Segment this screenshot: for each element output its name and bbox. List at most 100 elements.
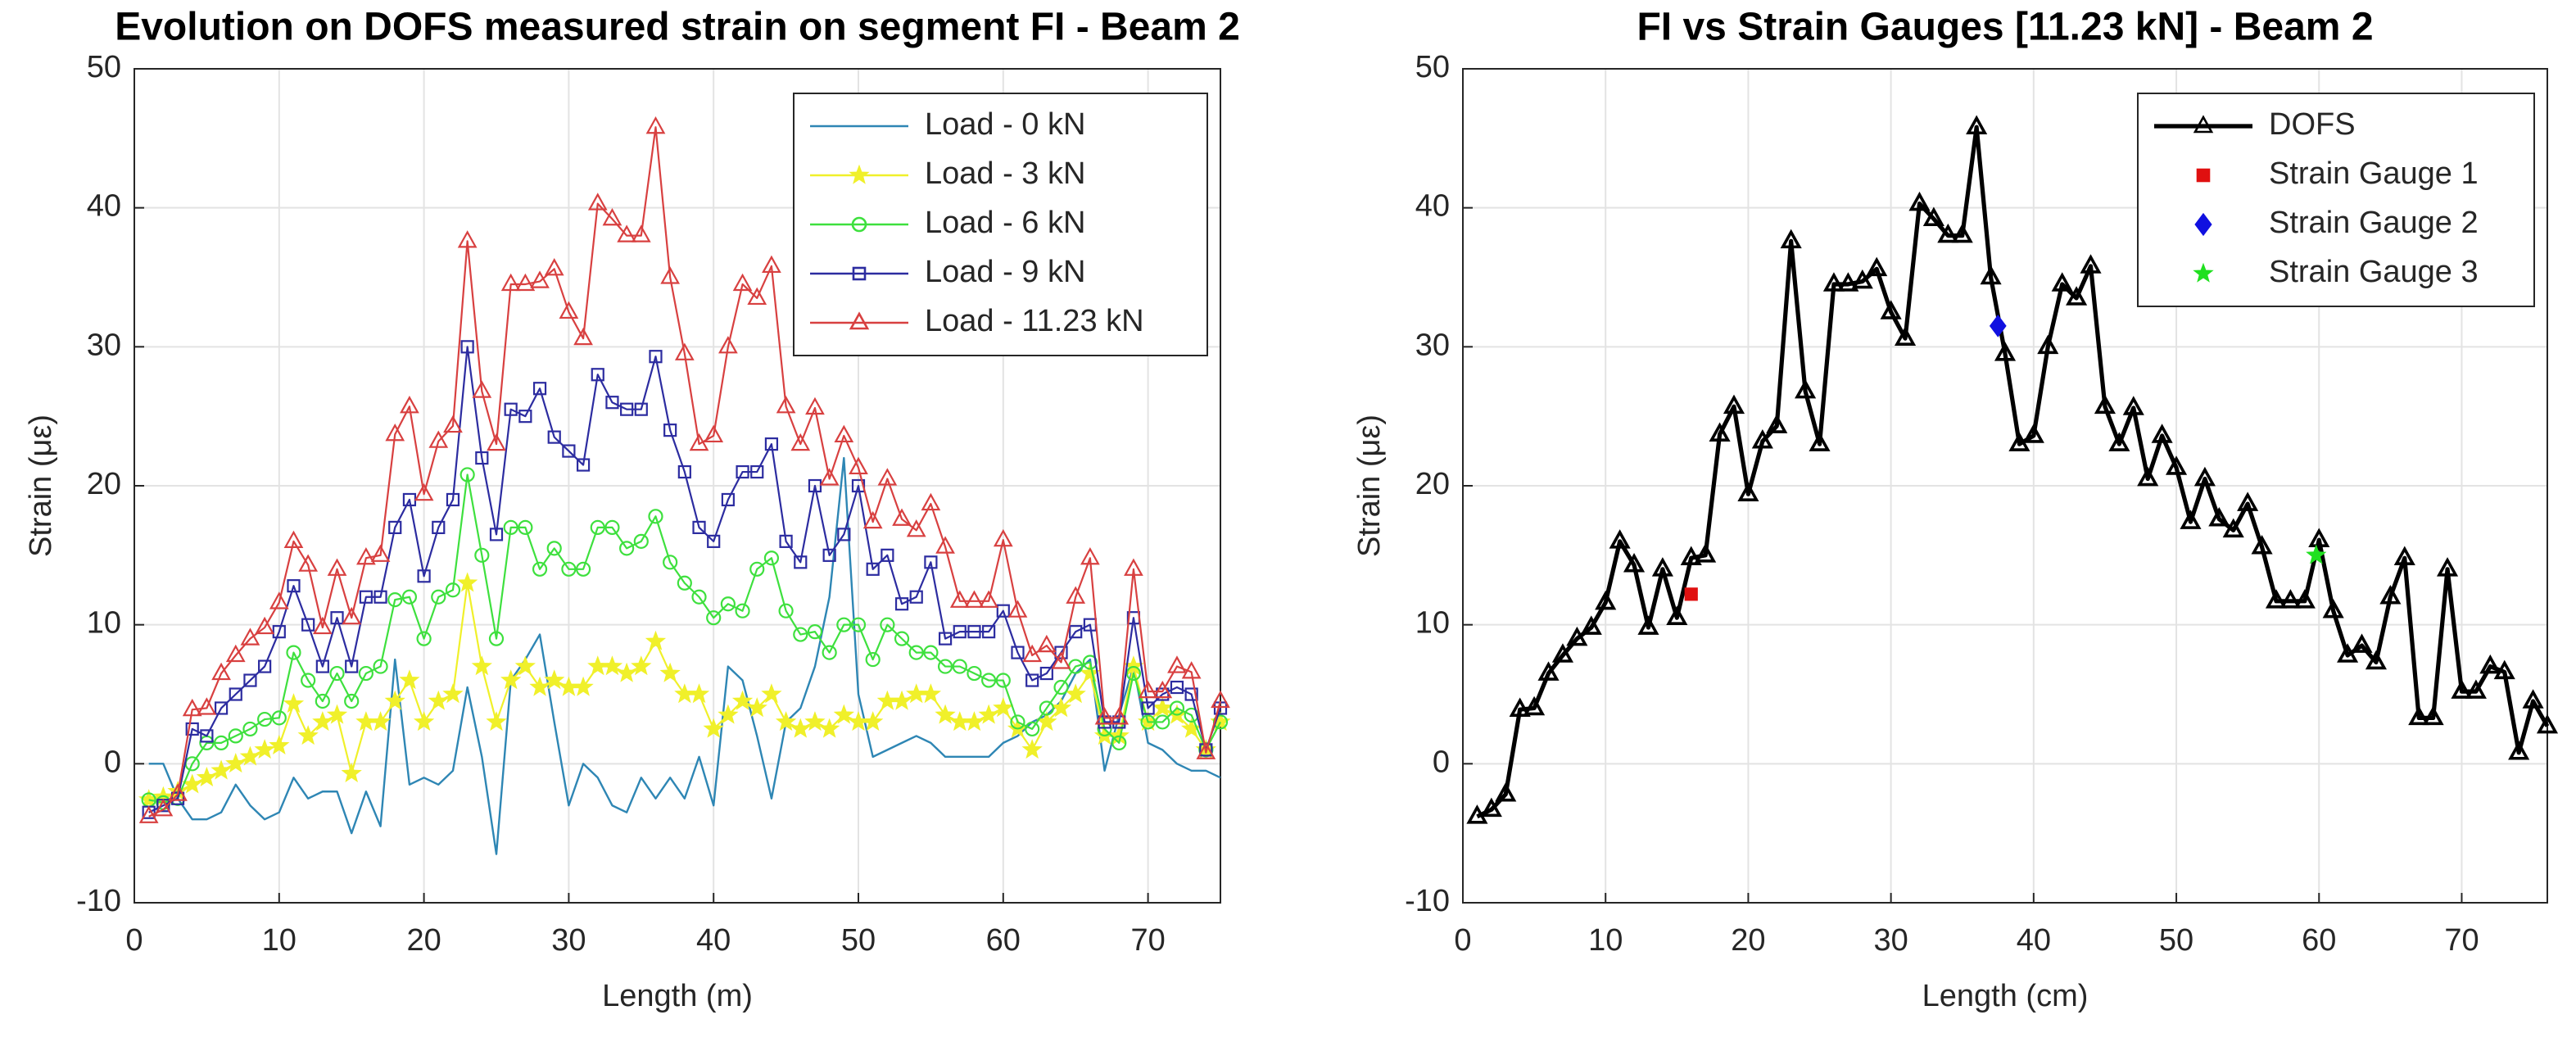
marker <box>1181 718 1202 738</box>
marker <box>329 665 345 682</box>
marker <box>2379 585 2402 605</box>
marker <box>834 424 854 443</box>
series-line <box>148 126 1222 818</box>
marker <box>2351 633 2373 653</box>
series-line <box>148 346 1222 813</box>
marker <box>762 255 781 274</box>
marker <box>1894 326 1917 346</box>
marker <box>518 519 533 536</box>
marker <box>921 492 941 511</box>
marker <box>297 725 319 745</box>
marker <box>833 704 854 724</box>
marker <box>1980 265 2002 285</box>
marker <box>428 690 449 710</box>
marker <box>2322 598 2344 618</box>
marker <box>924 555 938 569</box>
marker <box>645 630 667 650</box>
marker <box>849 164 870 184</box>
marker <box>862 711 884 732</box>
marker <box>747 287 767 306</box>
marker <box>735 603 750 618</box>
series-line <box>148 456 1221 855</box>
marker <box>2237 492 2259 511</box>
y-tick-label: 10 <box>87 606 121 641</box>
marker <box>298 554 319 572</box>
marker <box>240 627 260 646</box>
marker <box>620 402 634 416</box>
marker <box>822 645 837 660</box>
marker <box>2337 643 2359 663</box>
marker <box>1737 482 1759 501</box>
marker <box>576 458 591 472</box>
marker <box>401 589 418 605</box>
marker <box>949 590 970 608</box>
marker <box>138 805 159 823</box>
marker <box>257 711 273 727</box>
legend-label: Load - 6 kN <box>925 206 1085 240</box>
marker <box>837 528 851 541</box>
marker <box>1039 666 1053 681</box>
marker <box>648 509 663 524</box>
marker <box>327 558 347 576</box>
marker <box>1709 422 1731 442</box>
marker <box>995 673 1011 688</box>
marker <box>432 520 446 535</box>
marker <box>923 645 939 660</box>
marker <box>617 224 636 242</box>
marker <box>1152 680 1173 699</box>
marker <box>775 711 797 732</box>
marker <box>457 572 478 592</box>
marker <box>561 561 577 577</box>
marker <box>2408 705 2430 726</box>
marker <box>486 711 507 732</box>
marker <box>532 561 548 577</box>
marker <box>544 258 564 276</box>
marker <box>1595 590 1617 610</box>
marker <box>822 548 836 562</box>
marker <box>488 631 505 646</box>
marker <box>2122 396 2144 415</box>
marker <box>229 687 242 701</box>
marker <box>850 617 867 632</box>
marker <box>573 327 593 346</box>
marker <box>417 569 431 583</box>
marker <box>2066 286 2088 306</box>
marker <box>849 456 868 475</box>
marker <box>1022 644 1043 663</box>
marker <box>573 676 594 696</box>
marker <box>721 492 735 507</box>
marker <box>1025 673 1039 687</box>
marker <box>601 655 623 676</box>
marker <box>776 396 796 414</box>
marker <box>200 729 214 743</box>
marker <box>475 451 489 465</box>
marker <box>1155 714 1170 730</box>
x-tick-label: 70 <box>2444 923 2479 958</box>
marker <box>2436 557 2459 577</box>
marker <box>906 519 926 537</box>
marker <box>271 710 287 726</box>
marker <box>431 589 446 605</box>
marker <box>529 676 550 696</box>
legend-label: DOFS <box>2269 107 2356 142</box>
marker <box>196 767 218 787</box>
marker <box>182 698 202 717</box>
marker <box>1011 646 1025 659</box>
marker <box>2051 272 2073 292</box>
marker <box>487 433 506 451</box>
marker <box>213 735 229 750</box>
marker <box>805 396 825 415</box>
axes-box <box>134 68 1221 904</box>
marker <box>720 596 736 612</box>
marker <box>602 207 622 226</box>
marker <box>242 721 258 737</box>
marker <box>703 718 724 738</box>
marker <box>894 597 909 611</box>
marker <box>373 659 388 674</box>
x-tick-label: 10 <box>1588 923 1623 958</box>
y-tick-label: 50 <box>1415 50 1450 84</box>
marker <box>909 590 923 604</box>
chart-title: Evolution on DOFS measured strain on seg… <box>115 6 1240 49</box>
marker <box>1908 191 1931 211</box>
